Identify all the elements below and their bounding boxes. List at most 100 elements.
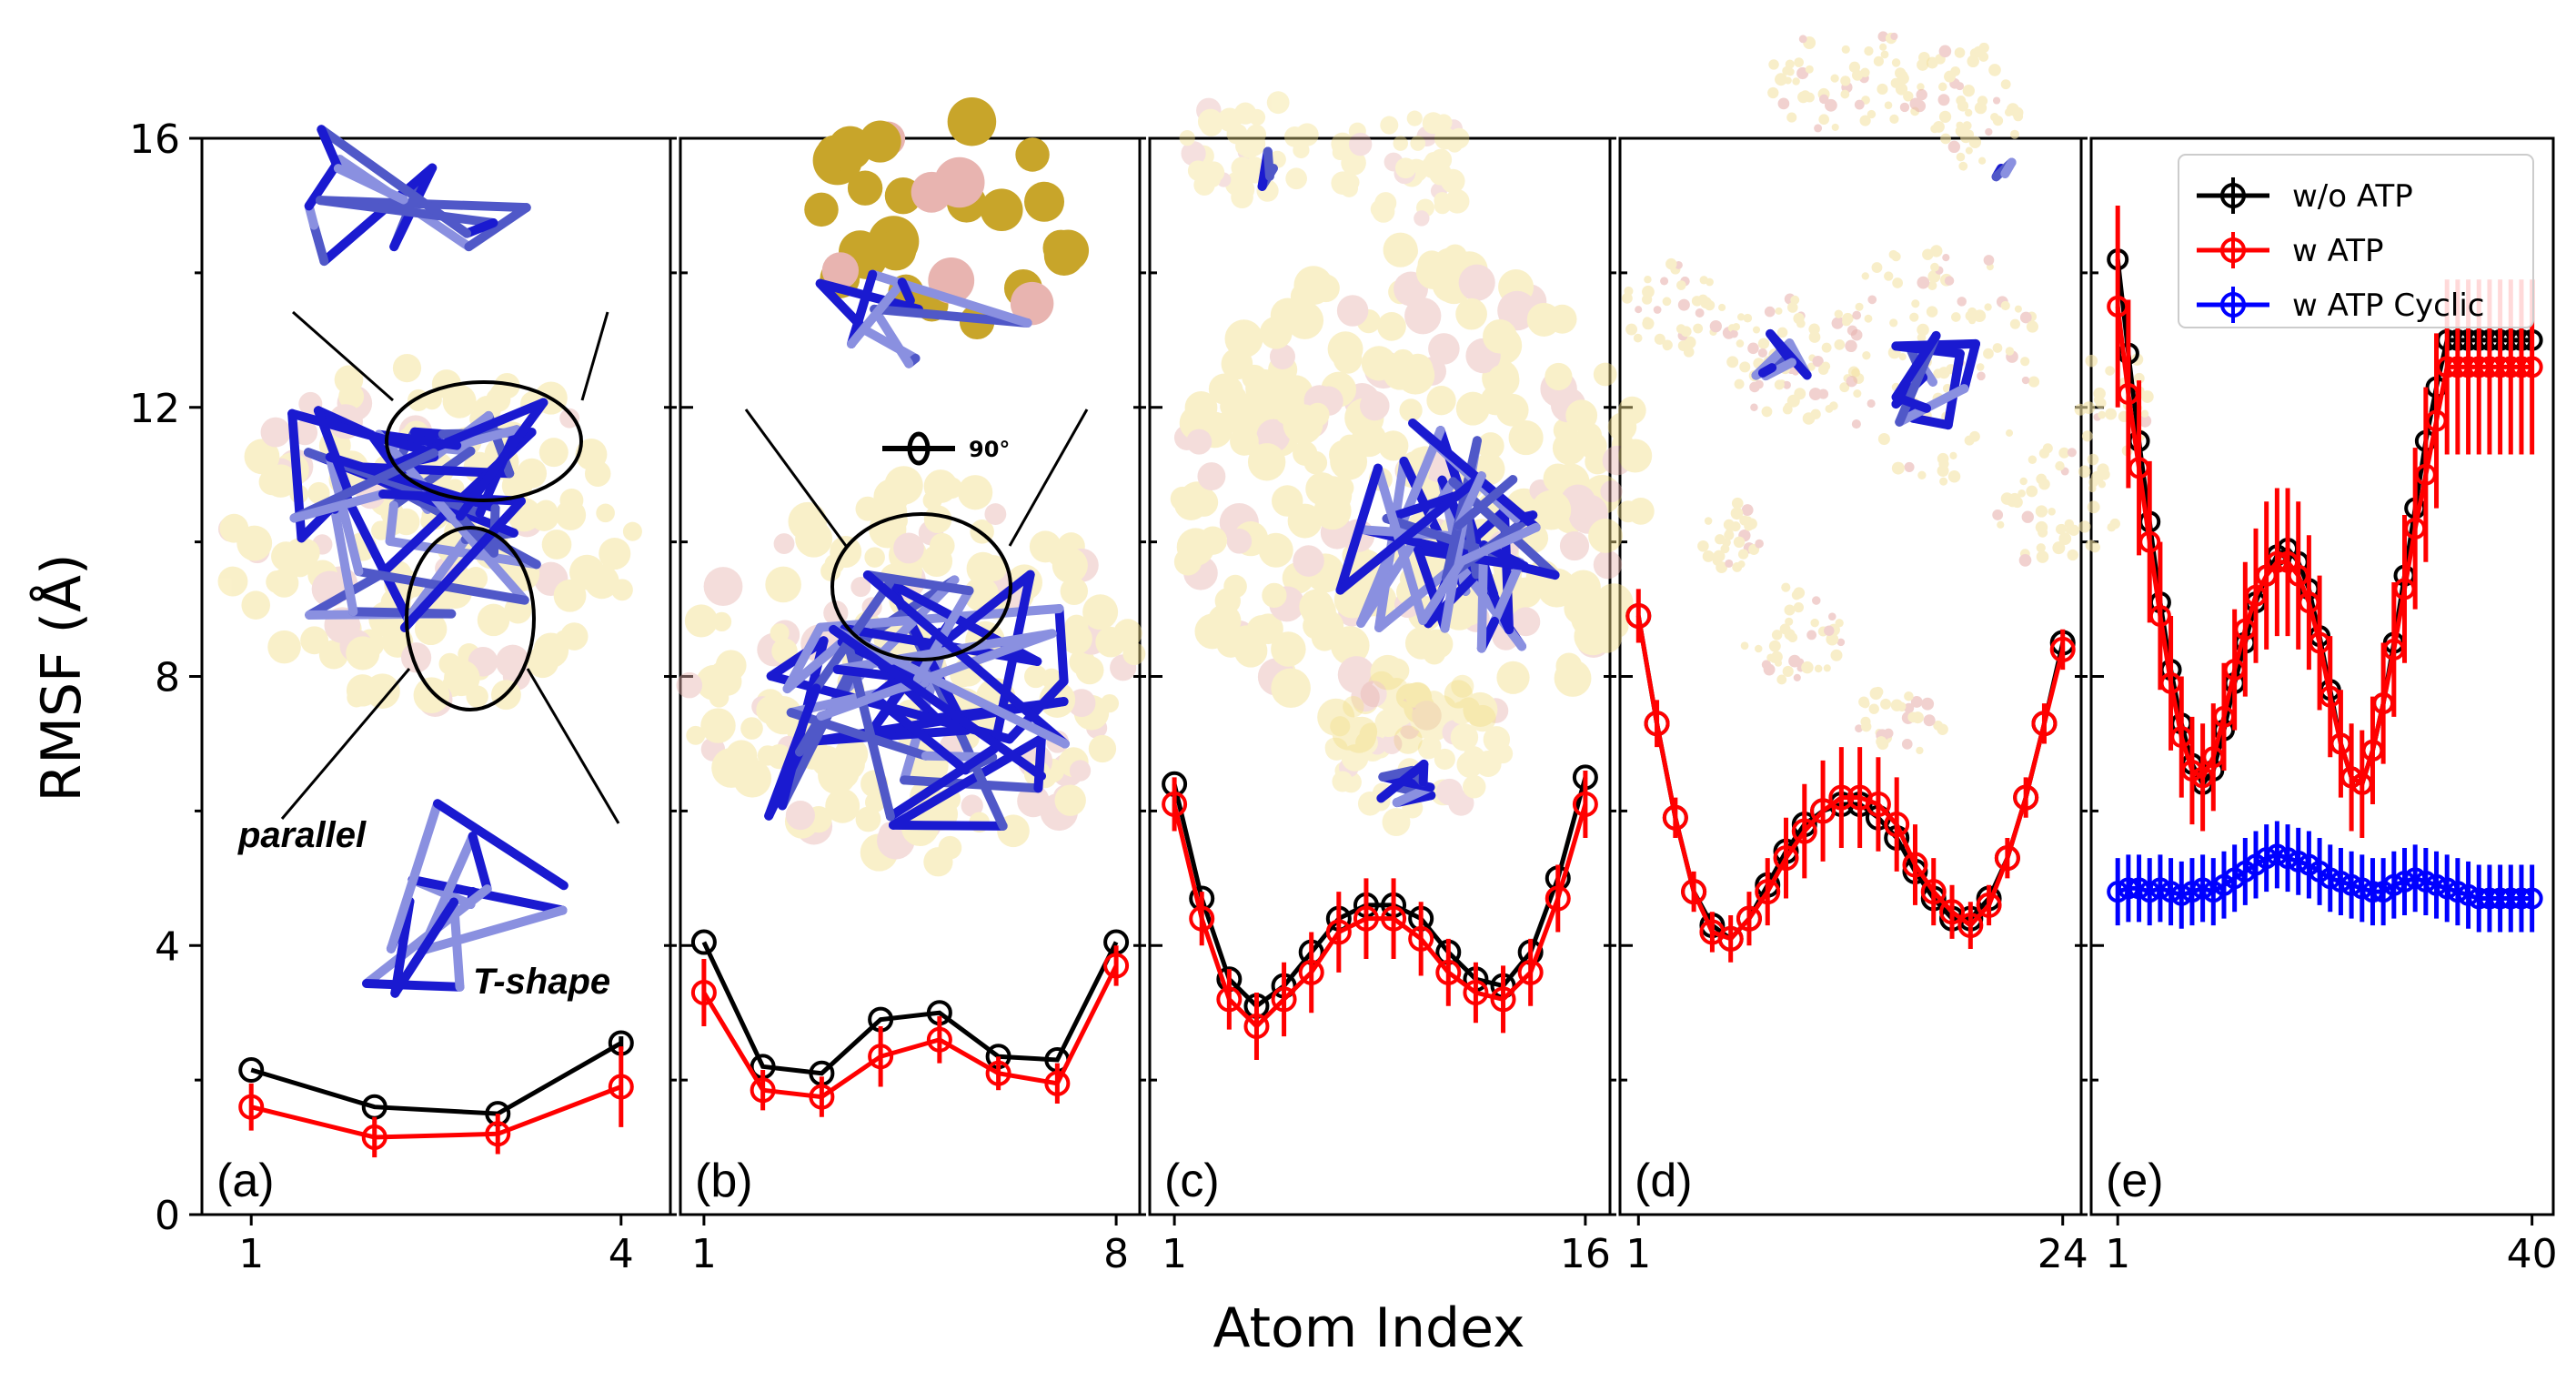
legend-entry: w ATP Cyclic <box>2197 287 2484 324</box>
legend-marker <box>2220 237 2246 263</box>
data-point <box>1103 953 1130 979</box>
data-point <box>1920 879 1947 905</box>
atp-cluster <box>1324 671 1514 837</box>
peptide-backbone <box>1335 419 1560 653</box>
series-line <box>2117 852 2532 901</box>
atp-cluster <box>1722 293 1865 425</box>
data-point <box>1773 845 1799 872</box>
legend-label: w ATP <box>2292 233 2384 269</box>
y-tick-label: 0 <box>155 1193 180 1239</box>
series-line <box>1635 615 2066 943</box>
data-point <box>1381 905 1407 932</box>
peptide-backbone <box>1991 157 2017 182</box>
series-w-atp <box>1625 589 2076 963</box>
y-tick-label: 12 <box>129 386 180 432</box>
data-point <box>2521 887 2543 910</box>
atp-cluster <box>1767 31 1930 133</box>
zoom-line <box>280 668 411 820</box>
series-w-atp <box>690 945 1130 1117</box>
x-tick-label: 1 <box>1162 1231 1187 1277</box>
data-point <box>1717 925 1744 952</box>
legend-label: w/o ATP <box>2292 178 2413 215</box>
zoom-line <box>744 409 848 547</box>
atp-cluster <box>2074 353 2154 457</box>
atp-cluster <box>1843 245 2040 486</box>
data-point <box>1939 899 1966 925</box>
panel-label: (c) <box>1164 1155 1220 1207</box>
atp-cluster <box>217 353 642 717</box>
data-point <box>1865 791 1891 817</box>
panel-frames <box>189 136 2555 1216</box>
x-tick-label: 24 <box>2038 1231 2088 1277</box>
panel-label: (e) <box>2106 1155 2164 1207</box>
series-line <box>250 1084 622 1140</box>
legend-label: w ATP Cyclic <box>2292 287 2484 324</box>
series-line <box>1172 803 1588 1030</box>
zoom-line <box>526 668 620 824</box>
peptide-backbone <box>362 799 569 998</box>
data-point <box>1755 879 1781 905</box>
parallel-annotation: parallel <box>237 815 367 855</box>
series-line <box>701 941 1119 1076</box>
data-point <box>1644 711 1670 737</box>
series-w-o-atp <box>690 929 1130 1086</box>
data-point <box>1994 845 2020 872</box>
zoom-line <box>292 310 394 402</box>
atp-cluster <box>1909 42 2024 171</box>
y-tick-label: 8 <box>155 655 180 701</box>
rotation-annotation: 90° <box>969 437 1010 462</box>
panel-frame <box>1618 136 2083 1216</box>
x-tick-label: 16 <box>1560 1231 1611 1277</box>
data-point <box>1681 879 1707 905</box>
molecule-renderings <box>217 31 2154 998</box>
data-point <box>1044 1070 1071 1096</box>
legend-entry: w/o ATP <box>2197 177 2413 215</box>
legend-marker <box>2220 183 2246 208</box>
x-tick-label: 8 <box>1103 1231 1129 1277</box>
x-tick-label: 1 <box>1625 1231 1651 1277</box>
atp-cluster <box>804 96 1090 340</box>
zoom-ellipse <box>405 526 536 711</box>
data-point <box>2049 636 2076 662</box>
atp-cluster <box>1992 443 2120 567</box>
y-tick-label: 4 <box>155 923 180 970</box>
series-line <box>2115 306 2532 788</box>
data-point <box>1435 959 1462 985</box>
series-w-atp-cyclic <box>2107 821 2543 933</box>
atp-cluster <box>1740 582 1846 685</box>
series-line <box>250 1041 623 1116</box>
data-point <box>1884 812 1910 838</box>
data-point <box>1791 818 1817 844</box>
zoom-ellipse <box>830 512 1012 661</box>
data-point <box>1976 892 2002 918</box>
data-point <box>2521 356 2543 378</box>
x-tick-label: 40 <box>2507 1231 2558 1277</box>
peptide-backbone <box>1891 330 1980 430</box>
data-point <box>1271 986 1297 1013</box>
data-point <box>361 1124 387 1150</box>
zoom-line <box>1008 409 1089 547</box>
data-point <box>2031 711 2058 737</box>
series-w-o-atp <box>2107 248 2543 795</box>
data-point <box>1189 905 1215 932</box>
y-tick-label: 16 <box>129 116 180 163</box>
data-point <box>1353 905 1379 932</box>
data-point <box>1463 980 1489 1006</box>
data-point <box>1662 804 1688 831</box>
data-point <box>926 1026 952 1053</box>
data-point <box>1572 791 1598 817</box>
series-w-atp <box>238 1046 634 1158</box>
data-point <box>750 1077 776 1104</box>
data-point <box>1828 784 1855 811</box>
data-point <box>1957 913 1984 939</box>
legend-marker <box>2220 292 2246 318</box>
data-point <box>1625 602 1652 629</box>
data-point <box>1490 986 1516 1013</box>
data-point <box>1736 905 1762 932</box>
series-w-o-atp <box>238 1030 634 1127</box>
panel-2-plot: 1 8 (b) <box>690 929 1130 1277</box>
data-point <box>809 1084 835 1110</box>
data-point <box>1810 798 1836 824</box>
zoom-ellipse <box>385 380 583 502</box>
